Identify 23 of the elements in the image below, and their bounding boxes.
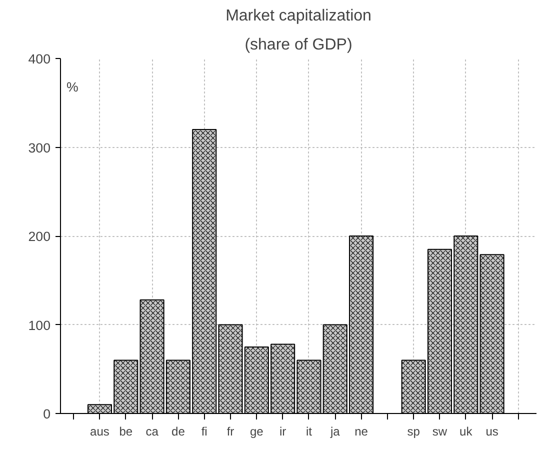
x-tick-label: ir bbox=[279, 424, 286, 438]
y-tick-label: 0 bbox=[43, 406, 51, 422]
chart-title: Market capitalization bbox=[226, 8, 372, 24]
x-tick-label: ge bbox=[250, 424, 264, 438]
y-tick-label: 400 bbox=[28, 52, 51, 66]
x-tick-label: uk bbox=[460, 424, 474, 438]
y-tick-label: 200 bbox=[28, 229, 51, 244]
y-axis-title: % bbox=[66, 79, 78, 94]
x-tick-label: fr bbox=[226, 424, 234, 438]
chart-subtitle: (share of GDP) bbox=[244, 36, 352, 54]
y-tick-label: 300 bbox=[28, 140, 51, 156]
x-tick-label: fi bbox=[201, 424, 208, 438]
x-tick-label: sw bbox=[432, 424, 448, 438]
x-tick-label: sp bbox=[407, 424, 420, 438]
x-tick-label: us bbox=[486, 424, 498, 438]
x-tick-label: ca bbox=[146, 424, 159, 438]
x-tick-label: it bbox=[306, 424, 313, 438]
x-tick-label: ja bbox=[329, 424, 340, 438]
x-tick-label: aus bbox=[90, 424, 110, 438]
x-tick-label: de bbox=[172, 424, 186, 438]
x-tick-label: ne bbox=[354, 424, 368, 438]
x-tick-label: be bbox=[119, 424, 133, 438]
y-tick-label: 100 bbox=[28, 318, 51, 333]
